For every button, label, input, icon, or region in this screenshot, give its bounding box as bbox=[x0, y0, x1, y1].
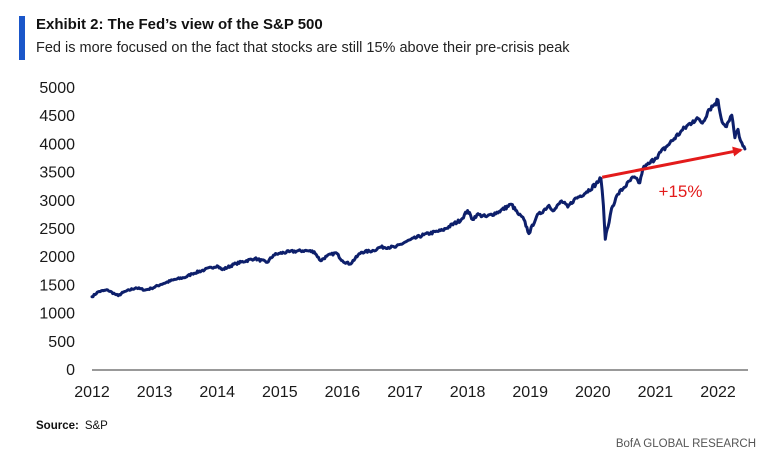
x-tick-label: 2013 bbox=[137, 384, 173, 401]
x-tick-label: 2019 bbox=[512, 384, 548, 401]
source-note: Source: S&P bbox=[36, 420, 108, 432]
x-axis-ticks: 2012 2013 2014 2015 2016 2017 2018 2019 2020 2021… bbox=[74, 384, 736, 401]
source-value: S&P bbox=[84, 420, 108, 432]
y-tick-label: 4000 bbox=[39, 136, 75, 153]
y-tick-label: 2500 bbox=[39, 221, 75, 238]
x-tick-label: 2012 bbox=[74, 384, 110, 401]
y-tick-label: 5000 bbox=[39, 80, 75, 97]
y-tick-label: 3000 bbox=[39, 193, 75, 210]
gain-label: +15% bbox=[659, 182, 703, 201]
accent-bar bbox=[19, 16, 25, 60]
x-tick-label: 2017 bbox=[387, 384, 423, 401]
chart-title: Exhibit 2: The Fed’s view of the S&P 500 bbox=[36, 16, 323, 33]
x-tick-label: 2020 bbox=[575, 384, 611, 401]
source-label: Source: bbox=[36, 420, 79, 432]
x-tick-label: 2021 bbox=[638, 384, 674, 401]
chart-subtitle: Fed is more focused on the fact that sto… bbox=[36, 40, 570, 56]
sp500-series-line bbox=[90, 97, 747, 299]
x-tick-label: 2015 bbox=[262, 384, 298, 401]
y-tick-label: 2000 bbox=[39, 249, 75, 266]
y-tick-label: 3500 bbox=[39, 165, 75, 182]
x-tick-label: 2022 bbox=[700, 384, 736, 401]
y-tick-label: 1500 bbox=[39, 277, 75, 294]
y-axis-ticks: 0 500 1000 1500 2000 2500 3000 3500 4000 4500 5000 bbox=[39, 80, 75, 379]
x-tick-label: 2018 bbox=[450, 384, 486, 401]
x-tick-label: 2016 bbox=[325, 384, 361, 401]
x-tick-label: 2014 bbox=[199, 384, 235, 401]
y-tick-label: 4500 bbox=[39, 108, 75, 125]
brand-label: BofA GLOBAL RESEARCH bbox=[615, 438, 756, 450]
y-tick-label: 500 bbox=[48, 334, 75, 351]
y-tick-label: 1000 bbox=[39, 306, 75, 323]
y-tick-label: 0 bbox=[66, 362, 75, 379]
gain-arrow bbox=[601, 146, 743, 179]
